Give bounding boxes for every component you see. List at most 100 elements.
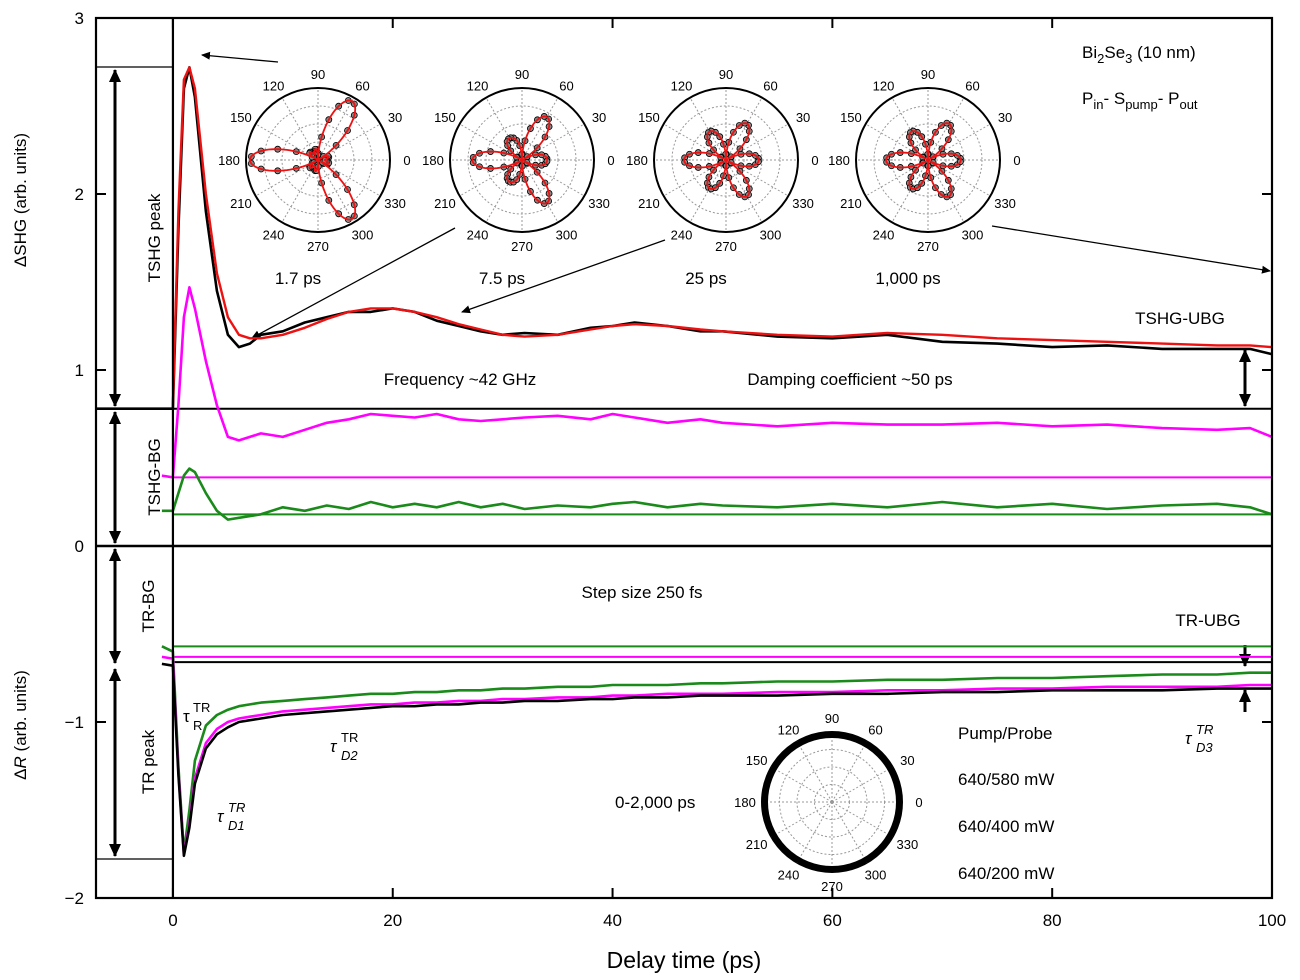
tau-label: τ R TR τ D1 TR τ D2 TR τ D3 TR [183, 700, 1213, 833]
angle-label: 270 [917, 239, 939, 254]
angle-label: 330 [384, 196, 406, 211]
y-tick-label: −2 [65, 889, 84, 908]
angle-label: 330 [588, 196, 610, 211]
angle-label: 330 [994, 196, 1016, 211]
annotation: Damping coefficient ~50 ps [747, 370, 952, 389]
angle-label: 240 [671, 227, 693, 242]
label-part: (arb. units) [11, 670, 30, 756]
label-part: pump [1125, 97, 1158, 112]
data-line [161, 662, 1272, 858]
angle-label: 30 [900, 753, 914, 768]
polar-spoke [725, 123, 789, 161]
bracket-arrows [97, 51, 1271, 860]
label-part: Se [1104, 43, 1125, 62]
polar-inset: 0 30 60 90 120 150 180 210 240 270 300 330 0-2,000 p… [615, 711, 923, 894]
y-tick-label: −1 [65, 713, 84, 732]
angle-label: 240 [467, 227, 489, 242]
angle-label: 240 [778, 868, 800, 883]
angle-label: 210 [434, 196, 456, 211]
x-tick-label: 0 [168, 911, 177, 930]
label-part: 3 [1125, 51, 1132, 66]
tau-sup: TR [341, 730, 358, 745]
arrow [251, 227, 456, 339]
angle-label: 240 [873, 227, 895, 242]
polar-spoke [317, 97, 355, 161]
annotation: TR peak [139, 729, 158, 794]
tau: τ [330, 737, 338, 756]
y-tick-label: 1 [75, 361, 84, 380]
legend-entry: 640/580 mW [958, 770, 1054, 789]
polar-inset: 0 30 60 90 120 150 180 210 240 270 300 330 25 ps [626, 67, 818, 288]
angle-label: 30 [592, 110, 606, 125]
label-part: - P [1158, 89, 1180, 108]
angle-label: 30 [796, 110, 810, 125]
tau-sup: TR [193, 700, 210, 715]
polar-spoke [521, 97, 559, 161]
angle-label: 30 [998, 110, 1012, 125]
angle-label: 330 [896, 837, 918, 852]
angle-label: 90 [311, 67, 325, 82]
x-tick-label: 100 [1258, 911, 1286, 930]
polar-spoke [891, 97, 929, 161]
angle-label: 210 [638, 196, 660, 211]
polar-spoke [865, 159, 929, 197]
angle-label: 210 [840, 196, 862, 211]
polar-spoke [317, 159, 355, 223]
inset-label: 0-2,000 ps [615, 793, 695, 812]
legend-entry: 640/200 mW [958, 864, 1054, 883]
polar-spoke [725, 159, 789, 197]
angle-label: 270 [511, 239, 533, 254]
annotation: TSHG-UBG [1135, 309, 1225, 328]
polar-fit [683, 122, 760, 198]
angle-label: 120 [467, 79, 489, 94]
angle-label: 150 [434, 110, 456, 125]
angle-label: 60 [868, 722, 882, 737]
angle-label: 300 [760, 227, 782, 242]
tau-sup: TR [228, 800, 245, 815]
angle-label: 180 [626, 153, 648, 168]
polar-ring [762, 732, 902, 872]
label-part: R [11, 756, 30, 768]
angle-label: 60 [355, 79, 369, 94]
annotation: TSHG peak [145, 193, 164, 282]
angle-label: 0 [915, 795, 922, 810]
data-line [96, 66, 1273, 410]
label-part: Δ [11, 768, 30, 779]
arrow [991, 225, 1271, 274]
angle-label: 300 [962, 227, 984, 242]
x-tick-label: 20 [383, 911, 402, 930]
label-part: P [1082, 89, 1093, 108]
polar-spoke [689, 159, 727, 223]
polar-spoke [485, 97, 523, 161]
inset-label: 1,000 ps [875, 269, 940, 288]
geometry-label: Pin- Spump- Pout [1082, 89, 1198, 112]
y-tick-label: 0 [75, 537, 84, 556]
polar-spoke [725, 97, 763, 161]
label-part: 2 [1097, 51, 1104, 66]
plot-frame [94, 16, 1274, 900]
polar-spoke [725, 159, 763, 223]
inset-label: 1.7 ps [275, 269, 321, 288]
polar-spoke [663, 123, 727, 161]
annotation: TR-BG [139, 580, 158, 633]
data-line [161, 645, 1272, 854]
polar-grid [796, 766, 868, 838]
angle-label: 180 [422, 153, 444, 168]
data-line [171, 66, 1273, 406]
angle-label: 90 [719, 67, 733, 82]
polar-spoke [891, 159, 929, 223]
polar-spoke [927, 159, 991, 197]
angle-label: 120 [263, 79, 285, 94]
angle-label: 180 [734, 795, 756, 810]
arrow [461, 239, 666, 314]
tau-sub: R [193, 718, 202, 733]
y-tick-label: 3 [75, 9, 84, 28]
arrow [201, 51, 279, 63]
angle-label: 330 [792, 196, 814, 211]
tau: τ [217, 807, 225, 826]
angle-label: 60 [559, 79, 573, 94]
angle-label: 270 [715, 239, 737, 254]
angle-label: 0 [607, 153, 614, 168]
angle-label: 300 [556, 227, 578, 242]
